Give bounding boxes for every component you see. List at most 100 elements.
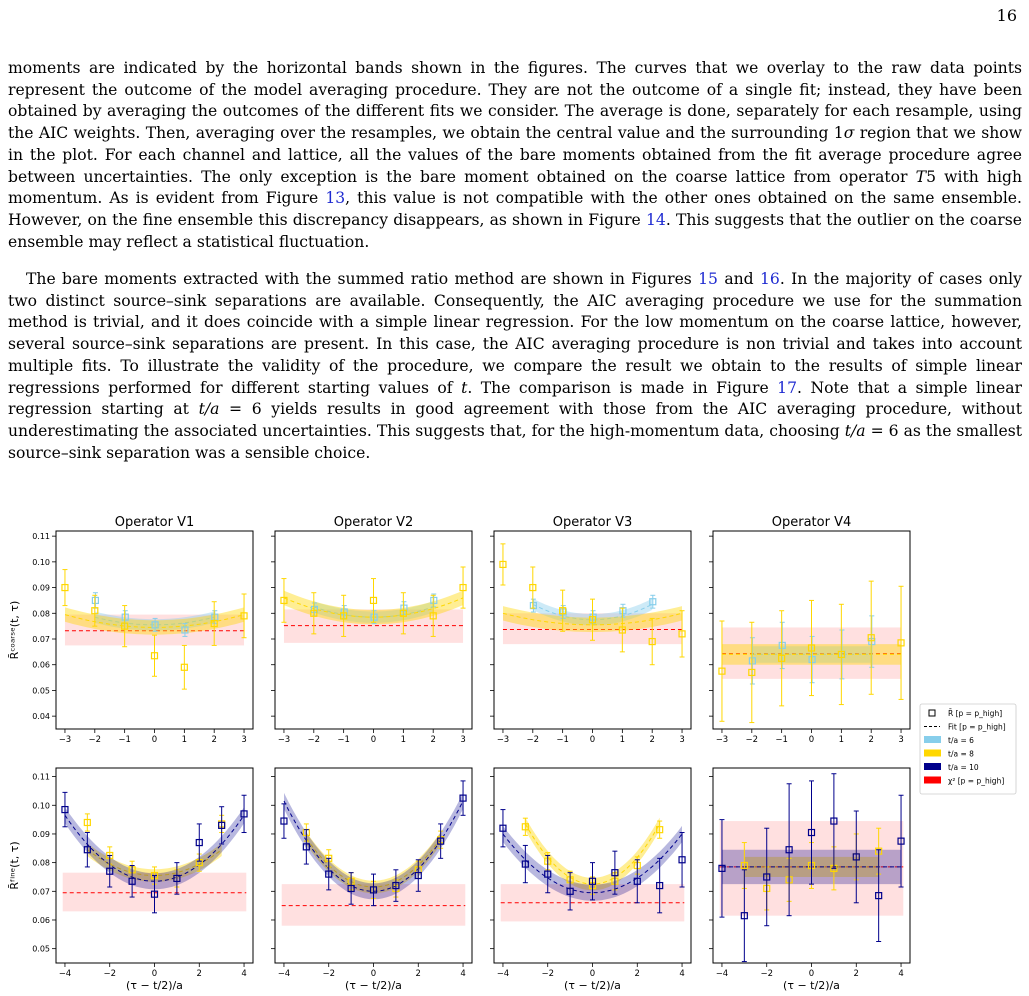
data-point-t8	[399, 609, 407, 617]
x-tick-label: −3	[278, 735, 291, 745]
data-point-t8	[529, 583, 537, 592]
plot-area	[718, 580, 905, 724]
paragraph-summed-ratio: The bare moments extracted with the summ…	[8, 270, 1022, 462]
data-point-t10	[499, 824, 507, 832]
x-tick-label: −2	[322, 969, 335, 979]
data-point-t10	[656, 881, 664, 890]
y-tick-label: 0.07	[32, 635, 50, 644]
x-tick-label: −2	[308, 735, 321, 745]
data-point-t6	[310, 605, 318, 614]
data-point-t6	[181, 626, 189, 634]
plot-area	[280, 566, 467, 643]
x-tick-label: 4	[460, 969, 465, 979]
data-point-t10	[128, 877, 136, 885]
data-point-t10	[852, 853, 860, 861]
y-tick-label: 0.10	[32, 558, 50, 567]
y-tick-label: 0.09	[32, 830, 50, 839]
x-tick-label: −2	[760, 969, 773, 979]
fit-band-t8	[525, 817, 660, 891]
legend-swatch-chi2	[924, 776, 941, 784]
x-axis-label: (τ − t/2)/a	[783, 979, 840, 992]
x-tick-label: −4	[497, 969, 510, 979]
cross-reference-link[interactable]: 15	[698, 270, 718, 288]
data-point-t10	[588, 877, 597, 885]
legend: R̄ [p = p_high] Fit [p = p_high] t/a = 6 t/…	[919, 703, 1017, 795]
x-tick-label: 2	[854, 969, 859, 979]
data-point-t6	[121, 613, 129, 621]
y-tick-label: 0.08	[32, 609, 50, 618]
x-tick-label: −2	[541, 969, 554, 979]
y-axis-label: R̄ᶜᵒᵃʳˢᵉ(t, τ)	[8, 601, 21, 660]
data-point-t6	[868, 637, 876, 646]
data-point-t8	[748, 668, 756, 677]
data-point-t10	[763, 873, 771, 881]
x-tick-label: 4	[898, 969, 903, 979]
data-point-t10	[302, 843, 310, 851]
x-tick-label: 3	[460, 735, 465, 745]
data-point-t8	[83, 818, 91, 827]
panel-coarse-1: −3 −2 −1 0 1 2 3 0.04 0.05 0.06 0.07 0.08 0.09 0.10 0.…	[32, 515, 254, 745]
data-point-t8	[867, 634, 875, 642]
axes-frame	[55, 767, 254, 964]
data-point-t10	[521, 860, 529, 868]
x-tick-label: −1	[337, 735, 350, 745]
legend-label: R̄ [p = p_high]	[948, 709, 1002, 718]
x-tick-label: −2	[89, 735, 102, 745]
cross-reference-link[interactable]: 17	[777, 378, 798, 397]
data-point-t10	[875, 892, 883, 900]
data-point-t8	[648, 637, 656, 646]
legend-marker	[928, 709, 936, 717]
data-point-t8	[61, 583, 69, 592]
data-point-t6	[400, 604, 408, 612]
axes-frame	[274, 767, 473, 964]
plot-area	[61, 791, 248, 914]
data-point-t8	[310, 609, 318, 617]
cross-reference-link[interactable]: 14	[645, 210, 666, 229]
legend-label: t/a = 8	[948, 750, 974, 759]
x-axis-label: (τ − t/2)/a	[345, 979, 402, 992]
x-tick-label: −4	[59, 969, 72, 979]
x-tick-label: −4	[716, 969, 729, 979]
data-point-t10	[633, 877, 641, 885]
x-tick-label: −1	[556, 735, 569, 745]
data-point-t10	[218, 821, 226, 829]
x-tick-label: −3	[497, 735, 510, 745]
x-tick-label: 2	[430, 735, 435, 745]
fit-band-t8	[284, 590, 463, 625]
panel-title: Operator V4	[772, 515, 852, 530]
panel-fine-3: −4 −2 0 2 4 (τ − t/2)/a	[490, 767, 692, 992]
data-point-t8	[837, 650, 845, 659]
y-tick-label: 0.05	[32, 686, 50, 695]
inline-math: T	[915, 167, 927, 186]
panel-coarse-4: −3 −2 −1 0 1 2 3 Operator V4	[709, 515, 911, 745]
data-point-t8	[778, 654, 786, 662]
data-point-t6	[808, 655, 816, 664]
page-number: 16	[996, 6, 1017, 25]
x-tick-label: 1	[839, 735, 844, 745]
data-point-t6	[649, 598, 657, 606]
data-point-t10	[830, 817, 838, 825]
x-tick-label: −2	[746, 735, 759, 745]
cross-reference-link[interactable]: 16	[759, 270, 780, 288]
plot-area	[499, 809, 686, 922]
data-point-t10	[195, 838, 203, 847]
y-tick-label: 0.10	[32, 801, 50, 810]
data-point-t8	[150, 652, 159, 660]
fit-line-t6	[313, 606, 434, 618]
data-point-t8	[121, 622, 129, 630]
x-tick-label: 2	[416, 969, 421, 979]
x-tick-label: 0	[152, 735, 157, 745]
data-point-t8	[521, 823, 529, 831]
data-point-t8	[656, 826, 664, 834]
data-point-t10	[566, 887, 574, 895]
x-tick-label: −3	[59, 735, 72, 745]
fit-band-t8	[65, 607, 244, 635]
cross-reference-link[interactable]: 13	[325, 189, 346, 208]
data-point-t10	[718, 864, 726, 872]
data-point-t10	[347, 884, 355, 893]
y-tick-label: 0.04	[32, 712, 50, 721]
data-point-t10	[414, 871, 422, 880]
x-axis-label: (τ − t/2)/a	[126, 979, 183, 992]
y-tick-label: 0.11	[32, 773, 50, 782]
data-point-t10	[459, 794, 467, 802]
